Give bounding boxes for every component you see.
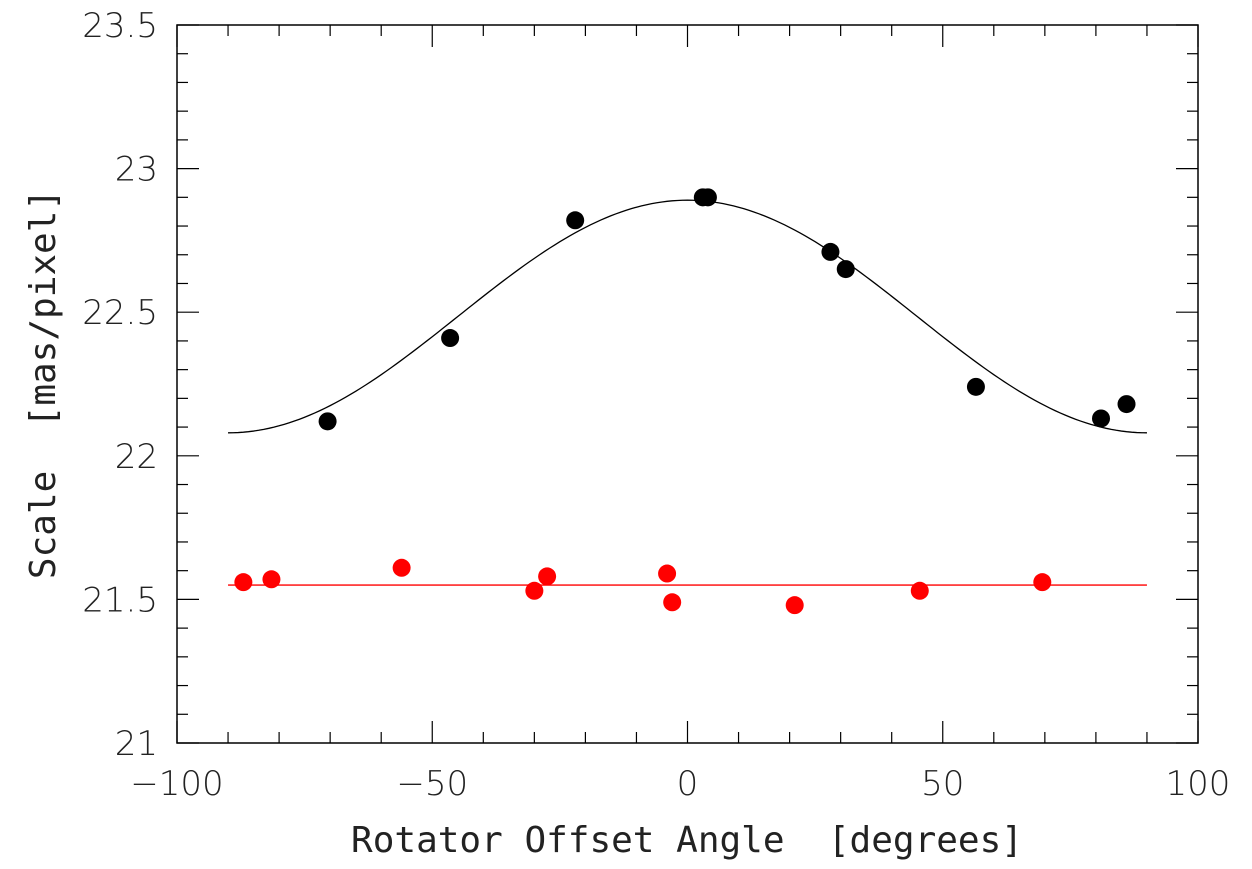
x-tick-label: 50 xyxy=(921,764,964,804)
data-point xyxy=(234,573,253,592)
y-tick-label: 22.5 xyxy=(82,293,158,333)
data-point xyxy=(262,570,281,589)
x-tick-labels: −100 −50 0 50 100 xyxy=(130,764,1230,804)
x-tick-label: −100 xyxy=(130,764,223,804)
data-point xyxy=(1117,395,1136,414)
x-tick-label: 0 xyxy=(677,764,699,804)
data-point xyxy=(658,564,677,583)
data-point xyxy=(821,242,840,261)
y-tick-label: 21 xyxy=(115,724,158,764)
y-axis-title: Scale [mas/pixel] xyxy=(23,189,64,579)
axis-ticks xyxy=(176,24,1199,744)
fit-curves xyxy=(228,199,1147,586)
y-tick-label: 22 xyxy=(115,437,158,477)
data-point xyxy=(525,581,544,600)
data-point xyxy=(1092,409,1111,428)
data-point xyxy=(318,412,337,431)
data-point xyxy=(910,581,929,600)
fit-line-0 xyxy=(228,199,1147,434)
x-axis-title: Rotator Offset Angle [degrees] xyxy=(351,820,1023,861)
data-point xyxy=(663,593,682,612)
data-point xyxy=(441,329,460,348)
data-point xyxy=(392,558,411,577)
y-tick-label: 23 xyxy=(115,150,158,190)
data-point xyxy=(785,596,804,615)
data-point xyxy=(566,211,585,230)
data-point xyxy=(1033,573,1052,592)
data-points xyxy=(234,188,1136,615)
data-point xyxy=(538,567,557,586)
x-tick-label: −50 xyxy=(396,764,468,804)
x-tick-label: 100 xyxy=(1166,764,1231,804)
y-tick-label: 21.5 xyxy=(82,580,158,620)
data-point xyxy=(698,188,717,207)
data-point xyxy=(836,260,855,279)
plot-frame xyxy=(176,24,1199,744)
y-tick-labels: 21 21.5 22 22.5 23 23.5 xyxy=(82,6,158,764)
y-tick-label: 23.5 xyxy=(82,6,158,46)
data-point xyxy=(966,377,985,396)
